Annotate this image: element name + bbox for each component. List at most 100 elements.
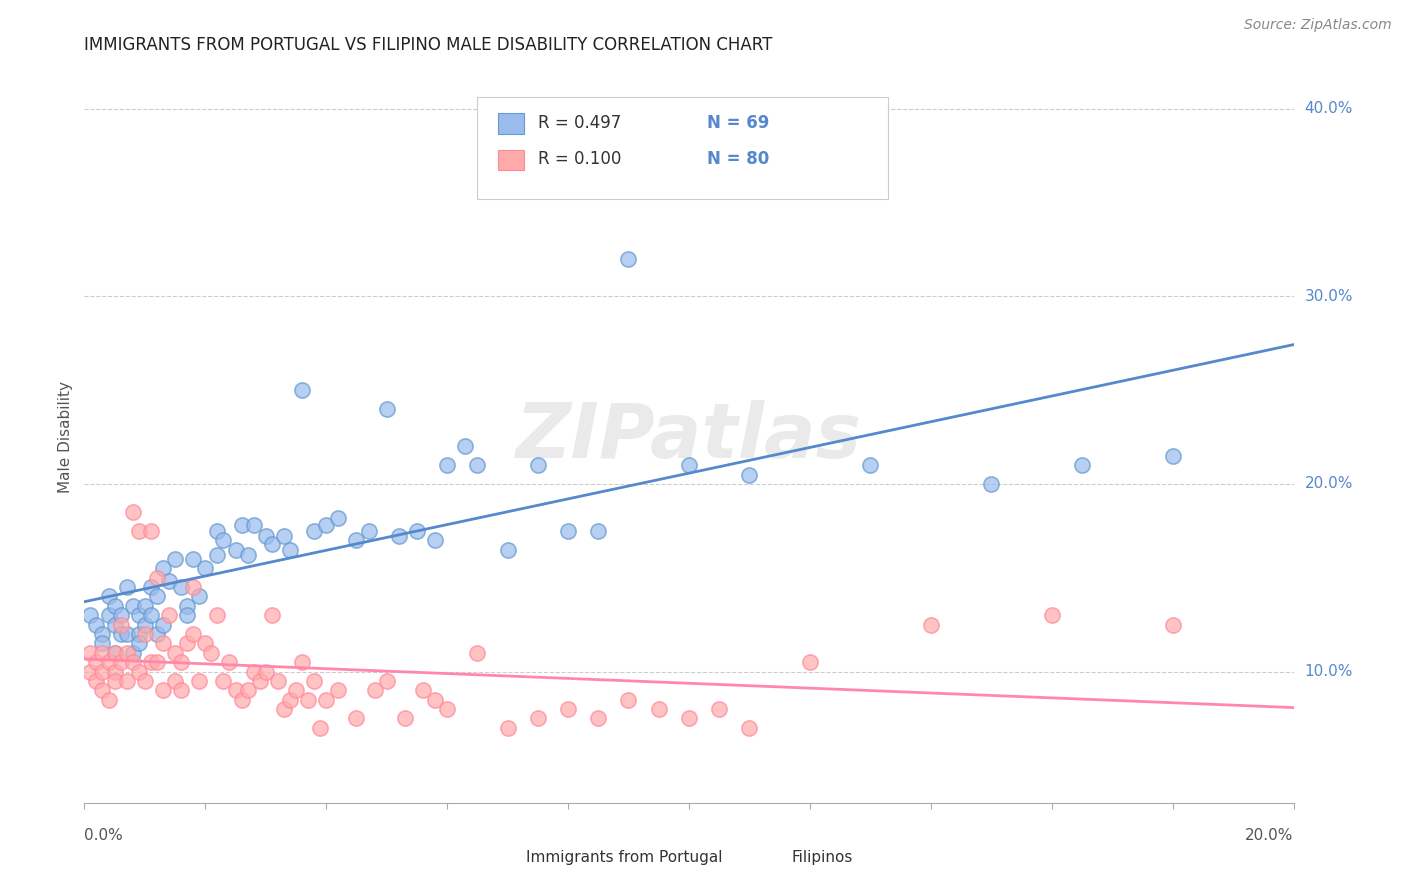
Point [617, 252, 640, 266]
Point [423, 533, 446, 548]
Point [176, 636, 198, 650]
Point [104, 599, 127, 613]
Point [678, 711, 700, 725]
Point [357, 524, 380, 538]
FancyBboxPatch shape [478, 97, 889, 200]
Point [647, 702, 671, 716]
Point [128, 627, 150, 641]
Point [134, 673, 156, 688]
Point [1071, 458, 1094, 473]
Point [139, 608, 162, 623]
Point [146, 655, 169, 669]
Point [799, 655, 821, 669]
Point [121, 599, 143, 613]
Point [170, 683, 193, 698]
Point [454, 440, 477, 454]
Point [139, 580, 162, 594]
Text: 20.0%: 20.0% [1246, 828, 1294, 843]
Point [181, 580, 204, 594]
Point [97, 590, 120, 604]
Point [146, 590, 169, 604]
Point [291, 655, 314, 669]
Point [254, 665, 277, 679]
Point [91, 636, 114, 650]
Point [738, 721, 761, 735]
Point [79, 665, 101, 679]
Point [152, 617, 174, 632]
Point [236, 548, 259, 562]
Point [467, 458, 489, 473]
Point [231, 692, 253, 706]
Point [278, 692, 301, 706]
Text: 40.0%: 40.0% [1305, 102, 1353, 116]
Point [588, 711, 610, 725]
Point [328, 683, 350, 698]
Point [375, 401, 398, 416]
Point [859, 458, 882, 473]
Point [97, 608, 120, 623]
Point [207, 524, 229, 538]
Text: 30.0%: 30.0% [1305, 289, 1353, 304]
Point [181, 627, 204, 641]
Point [146, 571, 169, 585]
Point [218, 655, 240, 669]
Point [315, 692, 337, 706]
Point [412, 683, 434, 698]
Text: IMMIGRANTS FROM PORTUGAL VS FILIPINO MALE DISABILITY CORRELATION CHART: IMMIGRANTS FROM PORTUGAL VS FILIPINO MAL… [84, 36, 773, 54]
Text: R = 0.497: R = 0.497 [538, 113, 621, 131]
Point [104, 665, 127, 679]
Point [170, 580, 193, 594]
Point [309, 721, 332, 735]
Point [436, 458, 458, 473]
Point [346, 533, 368, 548]
Point [291, 383, 314, 397]
Point [128, 524, 150, 538]
Point [170, 655, 193, 669]
Point [194, 636, 217, 650]
Point [110, 617, 132, 632]
Point [388, 529, 411, 543]
FancyBboxPatch shape [498, 150, 524, 170]
Point [526, 711, 548, 725]
Point [526, 458, 548, 473]
Point [436, 702, 458, 716]
Point [134, 617, 156, 632]
Point [104, 646, 127, 660]
Point [284, 683, 308, 698]
Text: 10.0%: 10.0% [1305, 664, 1353, 679]
Point [163, 673, 186, 688]
Text: Filipinos: Filipinos [792, 850, 853, 865]
Point [115, 673, 138, 688]
Point [139, 524, 162, 538]
Point [617, 692, 640, 706]
Point [406, 524, 429, 538]
Point [128, 636, 150, 650]
Point [121, 646, 143, 660]
Point [207, 548, 229, 562]
Point [157, 574, 180, 589]
Point [375, 673, 398, 688]
Point [1040, 608, 1063, 623]
Point [128, 608, 150, 623]
Point [363, 683, 385, 698]
Text: Immigrants from Portugal: Immigrants from Portugal [526, 850, 723, 865]
Point [394, 711, 416, 725]
Point [557, 524, 579, 538]
Point [188, 673, 211, 688]
Point [273, 702, 295, 716]
Point [225, 542, 247, 557]
Point [115, 627, 138, 641]
Point [242, 665, 264, 679]
Text: Source: ZipAtlas.com: Source: ZipAtlas.com [1244, 18, 1392, 32]
Point [920, 617, 942, 632]
Point [212, 673, 235, 688]
Text: R = 0.100: R = 0.100 [538, 150, 621, 168]
Point [115, 580, 138, 594]
Point [207, 608, 229, 623]
Point [79, 608, 101, 623]
FancyBboxPatch shape [484, 847, 513, 869]
Point [86, 655, 108, 669]
Point [273, 529, 295, 543]
Point [194, 561, 217, 575]
Point [104, 646, 127, 660]
